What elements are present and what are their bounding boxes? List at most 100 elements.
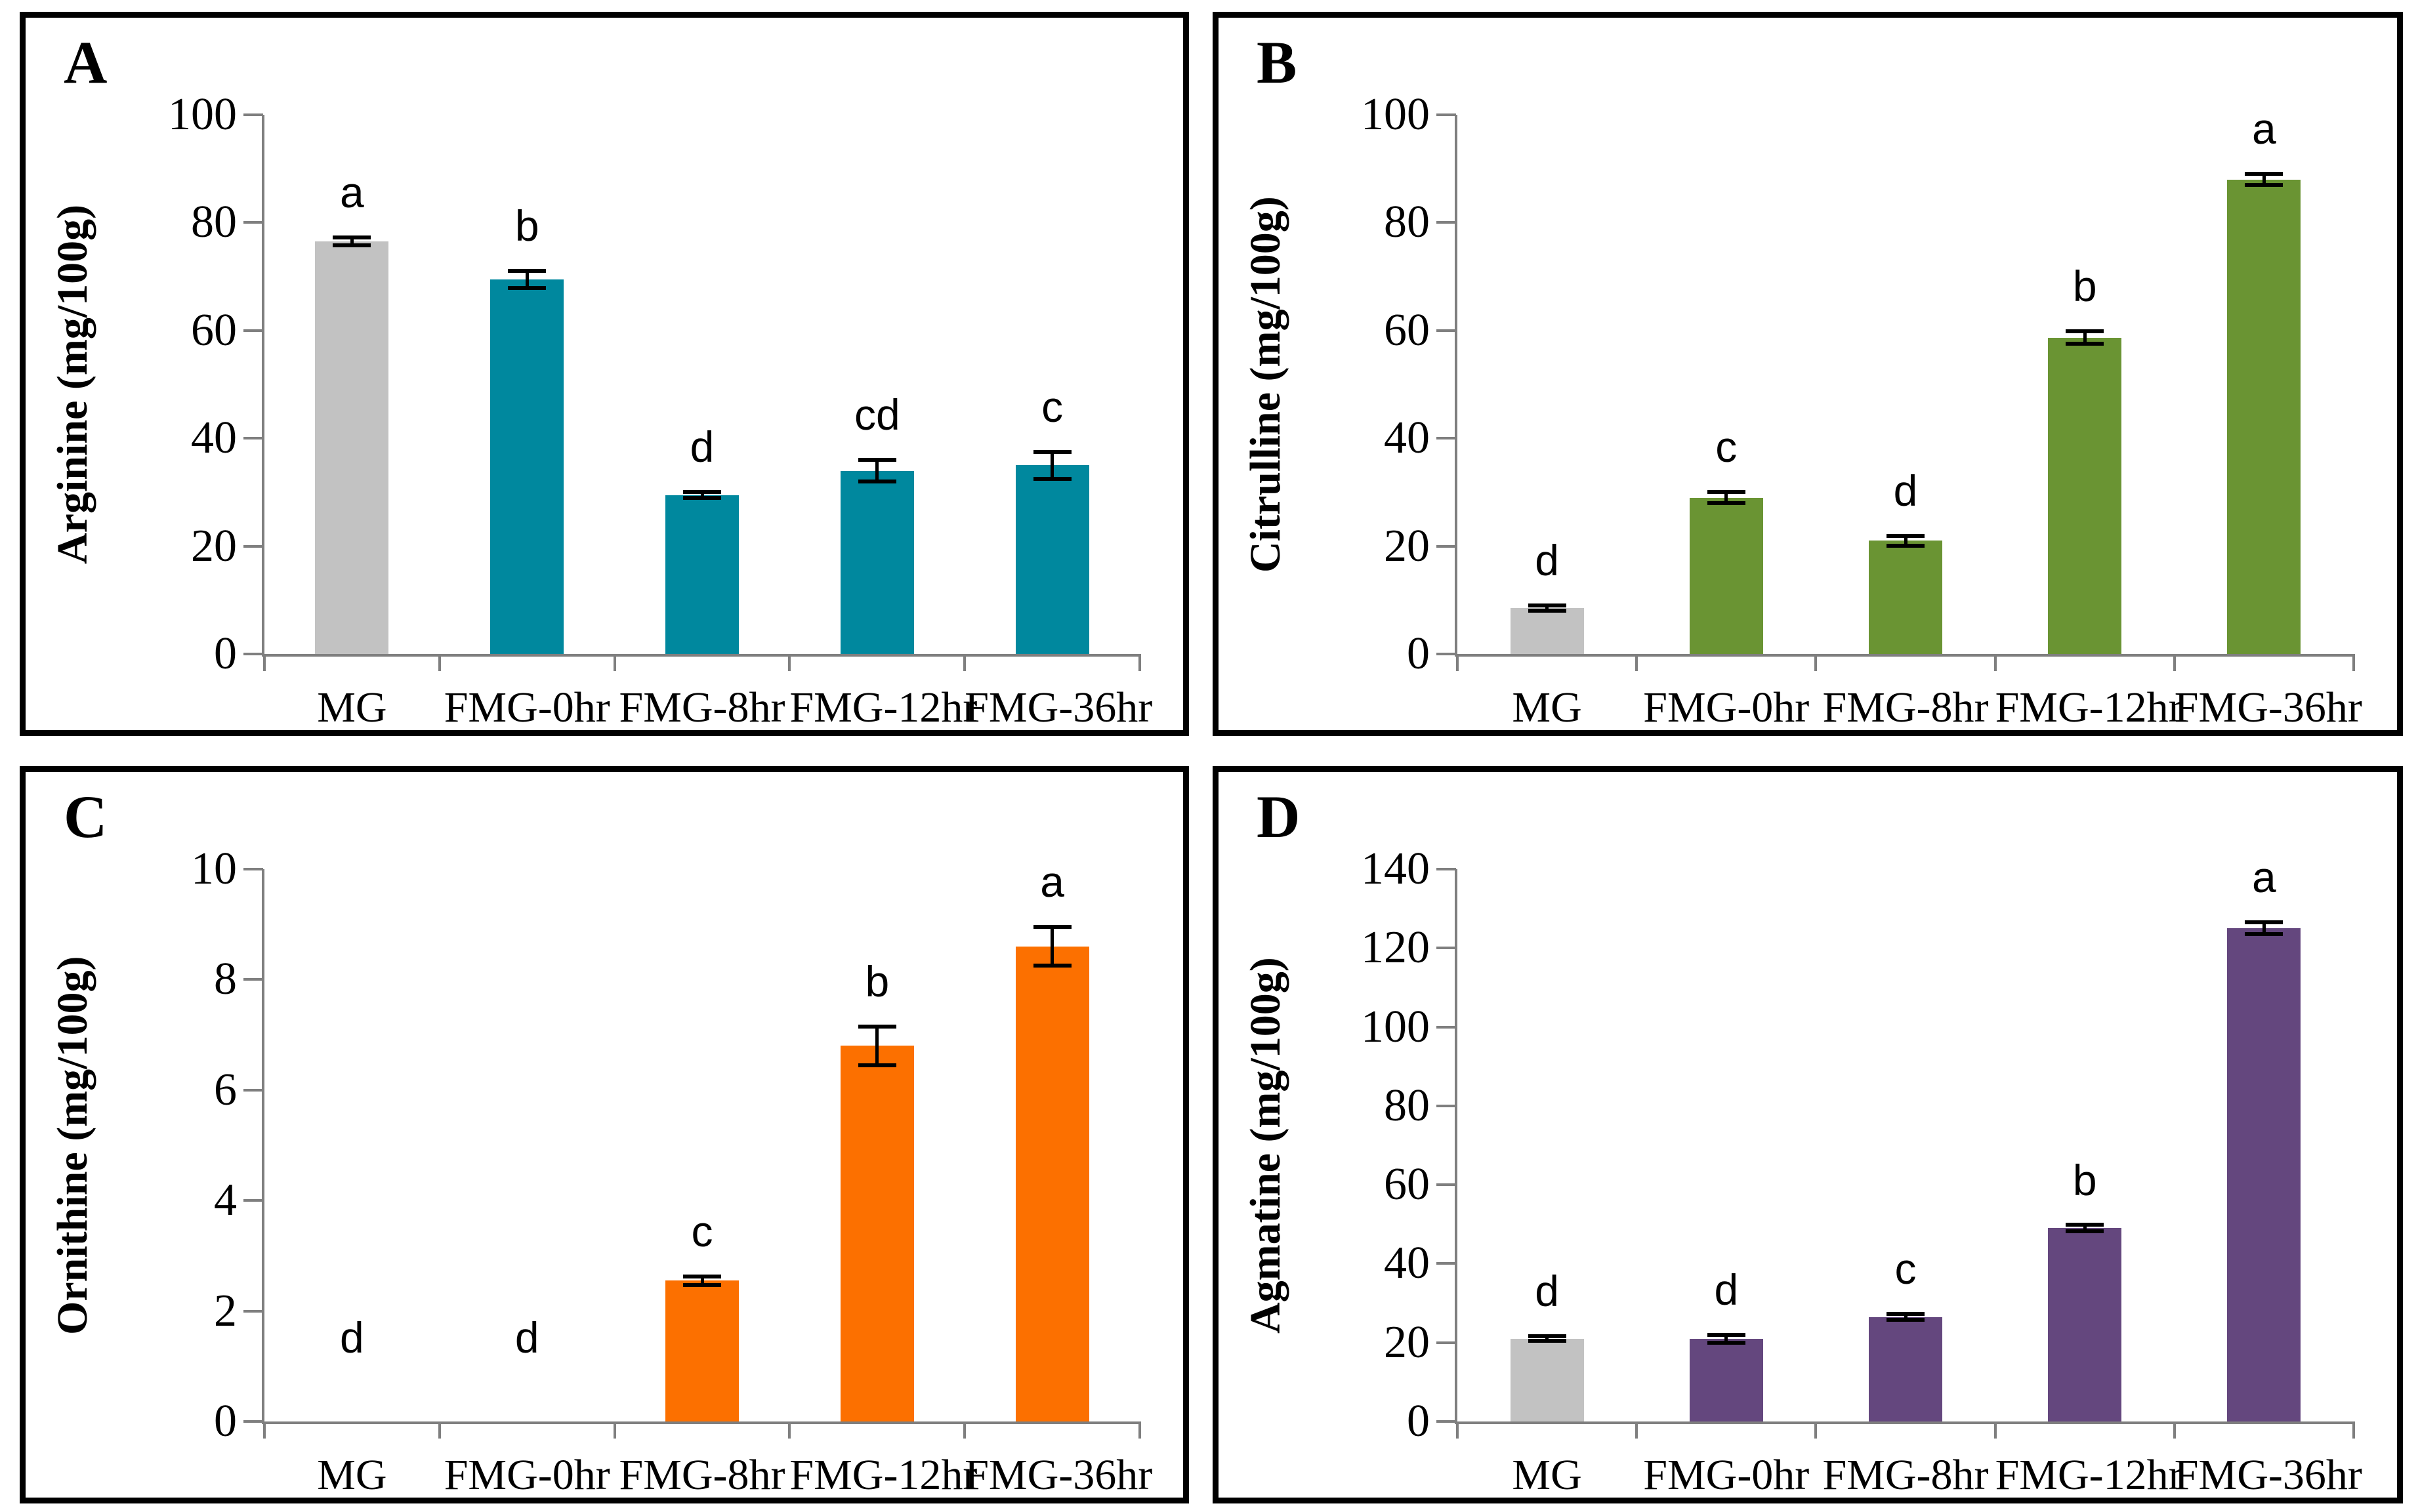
error-bar-cap bbox=[2245, 920, 2283, 925]
bar-fmg-12hr bbox=[840, 1046, 914, 1421]
y-tick-label: 4 bbox=[214, 1175, 237, 1226]
bar-fmg-12hr bbox=[840, 470, 914, 654]
x-category-label: FMG-36hr bbox=[2174, 1451, 2362, 1499]
y-tick-label: 120 bbox=[1361, 922, 1430, 973]
y-tick-label: 100 bbox=[168, 89, 237, 140]
error-bar bbox=[700, 1276, 704, 1286]
error-bar-cap bbox=[333, 243, 371, 247]
y-tick-label: 80 bbox=[1384, 1080, 1430, 1131]
error-bar-cap bbox=[1033, 449, 1072, 454]
x-category-label: MG bbox=[1512, 1451, 1582, 1499]
plot-area: 0 20 40 60 80 100 a MG b FMG-0hr d FMG-8hr cd FMG-12h… bbox=[168, 89, 1152, 731]
x-axis-tick bbox=[263, 1421, 266, 1439]
y-tick-mark bbox=[1436, 221, 1456, 224]
significance-letter: c bbox=[1894, 1244, 1917, 1293]
bar-mg bbox=[315, 241, 389, 654]
y-tick-label: 100 bbox=[1361, 89, 1430, 140]
significance-letter: d bbox=[690, 422, 715, 471]
y-tick-mark bbox=[243, 1420, 263, 1423]
x-category-label: FMG-0hr bbox=[1643, 1451, 1810, 1499]
significance-letter: d bbox=[1893, 466, 1918, 515]
x-axis-tick bbox=[613, 654, 616, 671]
bar-fmg-12hr bbox=[2048, 337, 2122, 654]
y-tick-mark bbox=[1436, 653, 1456, 655]
y-tick-mark bbox=[1436, 329, 1456, 332]
error-bar-cap bbox=[858, 1063, 896, 1067]
error-bar bbox=[1051, 451, 1054, 479]
error-bar-cap bbox=[683, 489, 721, 494]
y-tick-mark bbox=[243, 221, 263, 224]
y-tick-mark bbox=[1436, 1420, 1456, 1423]
y-tick-label: 20 bbox=[191, 520, 237, 571]
error-bar bbox=[350, 237, 354, 245]
significance-letter: a bbox=[340, 168, 364, 217]
y-tick-mark bbox=[243, 113, 263, 116]
x-category-label: FMG-36hr bbox=[2174, 684, 2362, 731]
y-tick-label: 80 bbox=[191, 197, 237, 248]
error-bar-cap bbox=[2245, 182, 2283, 187]
x-axis-tick bbox=[1138, 1421, 1141, 1439]
x-category-label: FMG-12hr bbox=[789, 1451, 978, 1499]
y-tick-label: 0 bbox=[1407, 1396, 1430, 1446]
bar-fmg-0hr bbox=[490, 279, 564, 654]
x-category-label: FMG-8hr bbox=[1822, 684, 1989, 731]
y-tick-mark bbox=[1436, 1025, 1456, 1029]
error-bar-cap bbox=[2066, 1229, 2104, 1234]
x-category-label: FMG-0hr bbox=[1643, 684, 1810, 731]
bar-fmg-8hr bbox=[1869, 1317, 1942, 1421]
x-axis-tick bbox=[438, 1421, 441, 1439]
x-axis-tick bbox=[1993, 1421, 1997, 1439]
panel-citrulline: B Citrulline (mg/100g) 0 20 40 60 80 100 d MG c F… bbox=[1213, 12, 2403, 736]
x-axis-tick bbox=[788, 1421, 791, 1439]
y-tick-mark bbox=[1436, 437, 1456, 440]
y-tick-label: 40 bbox=[191, 413, 237, 464]
y-tick-mark bbox=[243, 868, 263, 870]
x-axis-tick bbox=[1814, 1421, 1818, 1439]
error-bar bbox=[2262, 922, 2266, 935]
x-axis-tick bbox=[1456, 1421, 1459, 1439]
x-category-label: FMG-0hr bbox=[444, 1451, 610, 1499]
error-bar bbox=[1724, 492, 1728, 503]
y-tick-label: 6 bbox=[214, 1064, 237, 1115]
error-bar-cap bbox=[683, 1283, 721, 1288]
y-tick-mark bbox=[1436, 1262, 1456, 1265]
significance-letter: d bbox=[1535, 536, 1559, 585]
error-bar-cap bbox=[1707, 501, 1745, 505]
bar-fmg-36hr bbox=[2227, 928, 2301, 1421]
error-bar bbox=[1904, 1313, 1907, 1320]
y-tick-label: 140 bbox=[1361, 844, 1430, 894]
error-bar-cap bbox=[1033, 925, 1072, 930]
error-bar-cap bbox=[2066, 329, 2104, 333]
error-bar-cap bbox=[2066, 1223, 2104, 1227]
x-category-label: MG bbox=[317, 684, 387, 731]
y-tick-mark bbox=[1436, 113, 1456, 116]
y-tick-mark bbox=[243, 653, 263, 655]
significance-letter: cd bbox=[854, 390, 900, 439]
significance-letter: b bbox=[865, 956, 890, 1006]
y-tick-label: 0 bbox=[1407, 628, 1430, 679]
error-bar bbox=[2262, 174, 2266, 185]
significance-letter: c bbox=[1715, 422, 1738, 472]
bar-fmg-8hr bbox=[665, 495, 739, 654]
y-tick-mark bbox=[1436, 1104, 1456, 1107]
y-tick-label: 100 bbox=[1361, 1001, 1430, 1052]
significance-letter: c bbox=[691, 1206, 713, 1256]
y-tick-mark bbox=[243, 437, 263, 440]
plot-area: 0 2 4 6 8 10 d MG d FMG-0hr c FMG-8hr b FMG-12hr a FMG-… bbox=[191, 844, 1152, 1499]
error-bar-cap bbox=[858, 1024, 896, 1029]
error-bar bbox=[875, 1026, 879, 1065]
bar-mg bbox=[1510, 1338, 1584, 1421]
error-bar-cap bbox=[2245, 172, 2283, 176]
error-bar bbox=[1724, 1334, 1728, 1343]
x-category-label: MG bbox=[1512, 684, 1582, 731]
significance-letter: b bbox=[2072, 1155, 2097, 1204]
x-category-label: MG bbox=[317, 1451, 387, 1499]
significance-letter: d bbox=[1714, 1265, 1739, 1314]
x-category-label: FMG-8hr bbox=[1822, 1451, 1989, 1499]
y-tick-label: 0 bbox=[214, 628, 237, 679]
significance-letter: b bbox=[2072, 261, 2097, 310]
x-axis-tick bbox=[1635, 654, 1638, 671]
significance-letter: d bbox=[1535, 1267, 1559, 1316]
y-tick-mark bbox=[1436, 1183, 1456, 1187]
